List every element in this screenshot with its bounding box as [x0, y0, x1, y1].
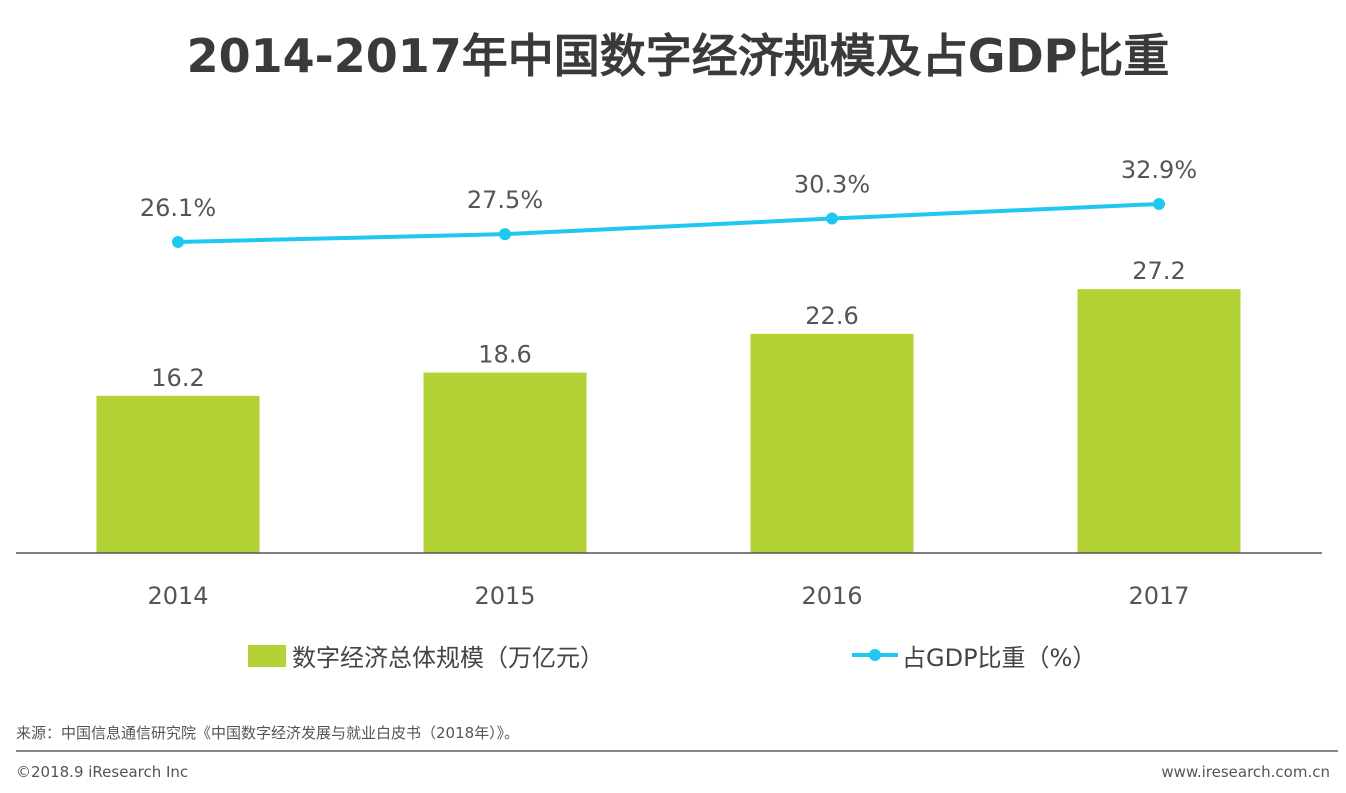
line-label: 30.3% [794, 171, 870, 199]
bar-label: 27.2 [1132, 257, 1185, 285]
line-label: 27.5% [467, 186, 543, 214]
line-point [1153, 197, 1165, 210]
chart-title: 2014-2017年中国数字经济规模及占GDP比重 [187, 29, 1170, 83]
line-point [172, 236, 184, 248]
x-tick-label: 2015 [474, 582, 535, 610]
line-label: 32.9% [1121, 156, 1197, 184]
source-note: 来源：中国信息通信研究院《中国数字经济发展与就业白皮书（2018年）》。 [16, 724, 519, 742]
bar-2014 [96, 395, 260, 553]
line-point [826, 212, 838, 225]
line-point [499, 228, 511, 241]
bar-2015 [423, 372, 587, 553]
legend-line-marker [869, 649, 881, 661]
x-tick-label: 2016 [801, 582, 862, 610]
bar-label: 18.6 [478, 341, 531, 369]
legend-bar-swatch [248, 645, 286, 667]
bar-label: 22.6 [805, 302, 858, 330]
bar-2017 [1077, 289, 1241, 553]
legend-bar-label: 数字经济总体规模（万亿元） [292, 644, 604, 672]
x-tick-label: 2014 [147, 582, 208, 610]
bar-label: 16.2 [151, 364, 204, 392]
legend-line-label: 占GDP比重（%） [902, 644, 1096, 672]
gdp-share-line [177, 201, 1160, 244]
copyright: ©2018.9 iResearch Inc [16, 763, 188, 781]
line-label: 26.1% [140, 194, 216, 222]
bar-2016 [750, 333, 914, 553]
x-tick-label: 2017 [1128, 582, 1189, 610]
website: www.iresearch.com.cn [1161, 763, 1330, 781]
